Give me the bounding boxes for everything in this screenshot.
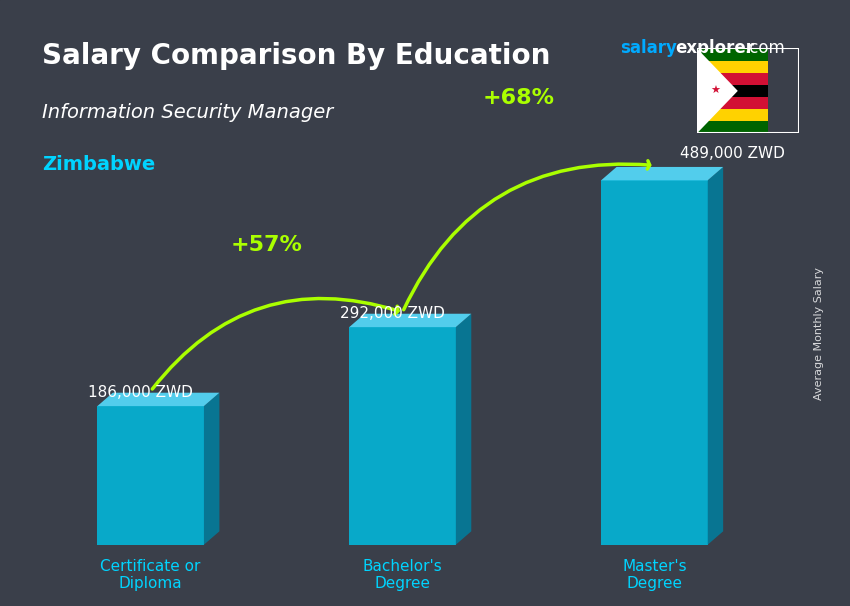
- Text: Information Security Manager: Information Security Manager: [42, 103, 334, 122]
- Bar: [697, 121, 768, 133]
- Polygon shape: [98, 406, 204, 545]
- Text: Salary Comparison By Education: Salary Comparison By Education: [42, 42, 551, 70]
- Bar: [697, 48, 768, 61]
- Text: .com: .com: [744, 39, 785, 58]
- Text: 489,000 ZWD: 489,000 ZWD: [679, 146, 785, 161]
- Polygon shape: [98, 393, 219, 406]
- Polygon shape: [204, 393, 219, 545]
- Bar: [697, 85, 768, 97]
- Text: 292,000 ZWD: 292,000 ZWD: [339, 306, 445, 321]
- Text: +57%: +57%: [231, 235, 303, 255]
- Polygon shape: [349, 327, 456, 545]
- Text: salary: salary: [620, 39, 677, 58]
- Text: explorer: explorer: [676, 39, 755, 58]
- Polygon shape: [708, 167, 723, 545]
- Polygon shape: [697, 48, 738, 133]
- Bar: [697, 97, 768, 109]
- Text: +68%: +68%: [483, 88, 555, 108]
- Bar: [697, 73, 768, 85]
- Polygon shape: [601, 167, 723, 181]
- Text: Zimbabwe: Zimbabwe: [42, 155, 156, 173]
- Bar: [697, 109, 768, 121]
- Text: 186,000 ZWD: 186,000 ZWD: [88, 385, 193, 400]
- Polygon shape: [349, 314, 471, 327]
- Text: ★: ★: [711, 86, 720, 96]
- Text: Average Monthly Salary: Average Monthly Salary: [814, 267, 824, 400]
- Bar: [697, 61, 768, 73]
- Polygon shape: [456, 314, 471, 545]
- Polygon shape: [601, 181, 708, 545]
